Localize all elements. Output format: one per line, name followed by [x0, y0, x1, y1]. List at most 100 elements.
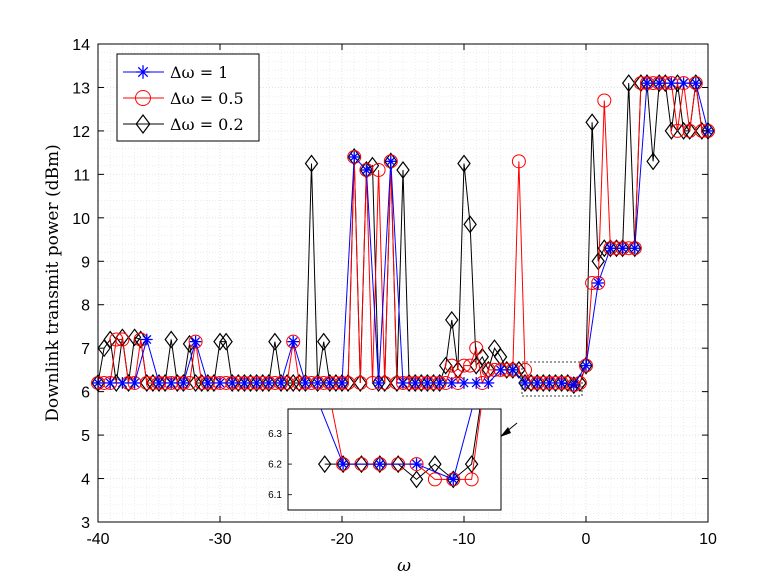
- inset-box: [287, 408, 502, 511]
- diamond-marker: [603, 239, 618, 258]
- legend-label-2: Δω = 0.5: [170, 89, 244, 108]
- diamond-marker: [530, 373, 544, 392]
- asterisk-marker: [482, 377, 495, 389]
- diamond-marker: [310, 373, 325, 392]
- asterisk-marker: [128, 377, 141, 389]
- asterisk-stroke: [410, 378, 420, 388]
- asterisk-stroke: [483, 378, 493, 388]
- diamond-marker: [286, 373, 300, 392]
- y-axis-label: Downlink transmit power (dBm): [43, 144, 63, 421]
- asterisk-stroke: [679, 78, 689, 88]
- diamond-marker: [237, 373, 252, 392]
- asterisk-marker: [104, 377, 117, 389]
- asterisk-marker: [311, 377, 324, 389]
- asterisk-stroke: [374, 378, 384, 388]
- diamond-marker: [676, 121, 691, 140]
- asterisk-stroke: [435, 378, 445, 388]
- x-tick-label: 10: [699, 531, 717, 548]
- asterisk-stroke: [313, 378, 323, 388]
- diamond-marker: [446, 470, 461, 489]
- asterisk-stroke: [447, 378, 457, 388]
- asterisk-marker: [360, 164, 373, 176]
- asterisk-marker: [140, 333, 153, 346]
- diamond-marker: [323, 373, 337, 392]
- asterisk-marker: [506, 364, 519, 376]
- asterisk-marker: [337, 458, 349, 470]
- asterisk-stroke: [666, 78, 676, 88]
- asterisk-stroke: [532, 378, 542, 388]
- y-tick-label: 8: [81, 298, 90, 315]
- asterisk-marker: [421, 377, 434, 389]
- asterisk-marker: [555, 377, 568, 389]
- asterisk-marker: [653, 77, 666, 89]
- asterisk-marker: [299, 377, 312, 389]
- circle-marker: [469, 341, 484, 356]
- diamond-marker: [316, 332, 331, 351]
- asterisk-marker: [238, 377, 251, 389]
- diamond-marker: [365, 156, 380, 175]
- diamond-marker: [432, 373, 447, 392]
- diamond-marker: [689, 74, 703, 93]
- asterisk-stroke: [203, 378, 213, 388]
- diamond-marker: [391, 455, 405, 474]
- asterisk-stroke: [130, 378, 140, 388]
- asterisk-marker: [348, 151, 361, 163]
- asterisk-stroke: [191, 337, 201, 347]
- inset-series-line: [320, 409, 473, 481]
- asterisk-stroke: [496, 365, 506, 375]
- asterisk-marker: [275, 377, 287, 389]
- diamond-marker: [219, 332, 233, 351]
- asterisk-marker: [470, 377, 483, 389]
- asterisk-stroke: [154, 378, 164, 388]
- x-tick-label: 0: [582, 531, 591, 548]
- legend-marker-asterisk-icon: [136, 65, 150, 79]
- diamond-marker: [304, 154, 319, 173]
- asterisk-stroke: [422, 378, 432, 388]
- diamond-marker: [542, 373, 557, 392]
- diamond-marker: [682, 121, 697, 140]
- inset-series-3: [317, 409, 481, 489]
- x-tick-label: -30: [208, 531, 231, 548]
- diamond-marker: [336, 455, 350, 474]
- y-tick-label: 5: [81, 428, 90, 445]
- legend-label-1: Δω = 1: [170, 63, 228, 82]
- diamond-marker: [335, 373, 349, 392]
- series-group: [91, 74, 715, 395]
- asterisk-stroke: [386, 156, 396, 166]
- diamond-marker: [371, 373, 386, 392]
- asterisk-marker: [373, 458, 386, 470]
- inset-series: [317, 409, 482, 489]
- diamond-marker: [438, 356, 453, 375]
- asterisk-stroke: [337, 378, 347, 388]
- asterisk-marker: [543, 377, 556, 389]
- asterisk-marker: [262, 377, 275, 389]
- asterisk-marker: [641, 77, 653, 89]
- asterisk-stroke: [618, 243, 628, 253]
- asterisk-marker: [165, 377, 178, 389]
- circle-marker: [597, 93, 612, 108]
- x-axis-label: ω: [397, 556, 411, 576]
- diamond-marker: [135, 114, 151, 134]
- legend: Δω = 1 Δω = 0.5 Δω = 0.2: [116, 53, 260, 142]
- inset-y-tick-label: 6.3: [268, 429, 282, 440]
- asterisk-stroke: [325, 378, 335, 388]
- x-tick-label: -20: [330, 531, 353, 548]
- circle-marker: [464, 472, 479, 487]
- diamond-marker: [249, 373, 264, 392]
- diamond-marker: [628, 239, 642, 258]
- circle-marker: [135, 90, 151, 106]
- asterisk-stroke: [300, 378, 310, 388]
- asterisk-stroke: [166, 378, 176, 388]
- asterisk-stroke: [276, 378, 286, 388]
- legend-marker-circle-icon: [135, 90, 151, 106]
- asterisk-marker: [531, 377, 544, 389]
- asterisk-stroke: [137, 66, 149, 78]
- asterisk-stroke: [142, 334, 152, 345]
- asterisk-marker: [494, 364, 507, 376]
- asterisk-marker: [136, 65, 150, 79]
- circle-marker: [682, 123, 697, 138]
- y-tick-label: 14: [72, 37, 90, 54]
- zoom-region-box: [521, 361, 583, 397]
- diamond-marker: [140, 373, 154, 392]
